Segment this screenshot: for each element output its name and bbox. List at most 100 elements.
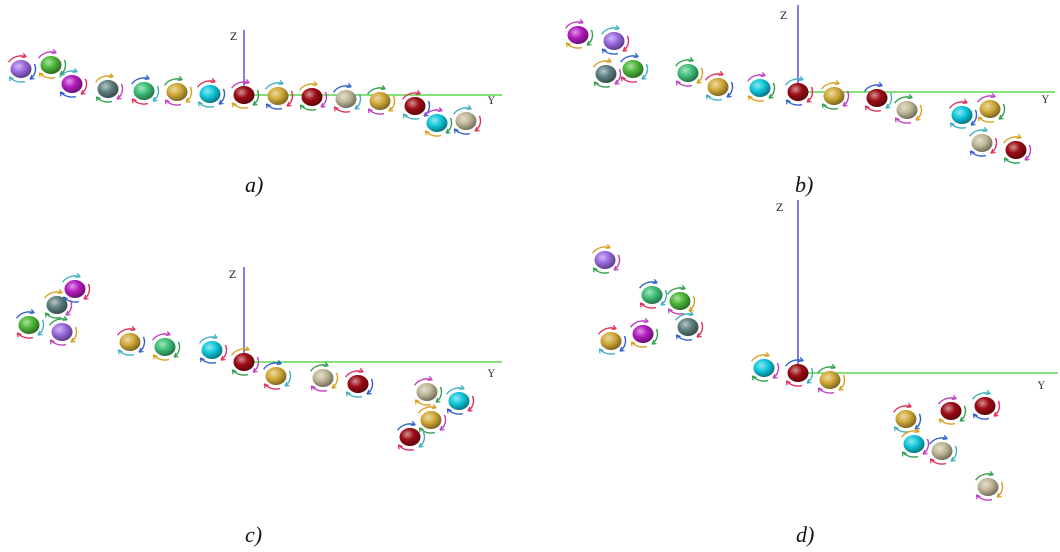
sphere-body — [749, 79, 771, 97]
sphere-darkred — [231, 345, 260, 376]
panel-d: Z Y d) — [592, 200, 1058, 547]
sphere-body — [420, 411, 442, 429]
arrow-head — [614, 24, 620, 30]
sphere-gold — [977, 92, 1006, 123]
sphere-body — [971, 134, 993, 152]
arrow-head — [1003, 157, 1009, 163]
sphere-body — [594, 251, 616, 269]
arrow-head — [80, 89, 86, 95]
sphere-magenta — [630, 317, 659, 348]
sphere-body — [448, 392, 470, 410]
z-axis-label: Z — [229, 270, 236, 281]
sphere-body — [10, 60, 32, 78]
sphere-beige — [969, 126, 998, 157]
arrow-head — [806, 378, 812, 384]
arrow-head — [838, 385, 844, 391]
sphere-body — [399, 428, 421, 446]
sphere-gold — [598, 324, 627, 355]
arrow-head — [611, 324, 617, 330]
arrow-head — [244, 78, 250, 84]
arrow-head — [152, 96, 158, 102]
arrow-head — [907, 93, 913, 99]
arrow-head — [969, 150, 975, 156]
sphere-body — [335, 90, 357, 108]
arrow-head — [660, 300, 666, 306]
arrow-head — [65, 310, 71, 316]
sphere-green — [16, 308, 45, 339]
arrow-head — [877, 81, 883, 87]
arrow-head — [798, 75, 804, 81]
arrow-head — [310, 385, 316, 391]
arrow-head — [446, 408, 452, 414]
sphere-body — [951, 106, 973, 124]
y-axis-label: Y — [1041, 95, 1049, 106]
arrow-head — [593, 81, 599, 87]
sphere-body — [903, 435, 925, 453]
arrow-head — [652, 278, 658, 284]
sphere-body — [233, 86, 255, 104]
arrow-head — [772, 373, 778, 379]
z-axis-label: Z — [780, 11, 787, 22]
arrow-head — [418, 427, 424, 433]
sphere-gold — [821, 79, 850, 110]
sphere-cyan — [901, 427, 930, 458]
arrow-head — [906, 402, 912, 408]
arrow-head — [605, 243, 611, 249]
sphere-green — [620, 52, 649, 83]
arrow-head — [397, 444, 403, 450]
arrow-head — [431, 403, 437, 409]
sphere-body — [40, 56, 62, 74]
arrow-head — [323, 361, 329, 367]
arrow-head — [199, 357, 205, 363]
arrow-head — [138, 347, 144, 353]
sphere-slate — [44, 288, 73, 319]
sphere-body — [819, 371, 841, 389]
sphere-body — [979, 100, 1001, 118]
arrow-head — [598, 348, 604, 354]
arrow-head — [366, 389, 372, 395]
arrow-head — [358, 367, 364, 373]
sphere-body — [787, 83, 809, 101]
sphere-body — [895, 410, 917, 428]
sphere-slate — [593, 57, 622, 88]
arrow-head — [894, 117, 900, 123]
arrow-head — [244, 345, 250, 351]
arrow-head — [938, 418, 944, 424]
sphere-green — [38, 48, 67, 79]
arrow-head — [320, 102, 326, 108]
sphere-body — [404, 97, 426, 115]
arrow-head — [459, 384, 465, 390]
sphere-gold — [164, 75, 193, 106]
sphere-gold — [418, 403, 447, 434]
arrow-head — [962, 98, 968, 104]
z-axis-label: Z — [230, 32, 237, 43]
sphere-darkred — [972, 389, 1001, 420]
sphere-gold — [817, 363, 846, 394]
sphere-body — [18, 316, 40, 334]
arrow-head — [998, 114, 1004, 120]
sphere-body — [119, 333, 141, 351]
arrow-head — [613, 265, 619, 271]
sphere-body — [97, 80, 119, 98]
arrow-head — [751, 375, 757, 381]
arrow-head — [950, 456, 956, 462]
arrow-head — [915, 115, 921, 121]
arrow-head — [29, 308, 35, 314]
sphere-body — [603, 32, 625, 50]
arrow-head — [990, 92, 996, 98]
sphere-body — [61, 75, 83, 93]
arrow-head — [630, 341, 636, 347]
sphere-gold — [263, 359, 292, 390]
arrow-head — [885, 103, 891, 109]
arrow-head — [696, 332, 702, 338]
sphere-body — [154, 338, 176, 356]
arrow-head — [402, 113, 408, 119]
sphere-body — [166, 83, 188, 101]
arrow-head — [38, 72, 44, 78]
arrow-head — [44, 312, 50, 318]
sphere-body — [347, 375, 369, 393]
z-axis-label: Z — [776, 203, 783, 214]
arrow-head — [592, 267, 598, 273]
arrow-head — [977, 116, 983, 122]
sphere-body — [199, 85, 221, 103]
